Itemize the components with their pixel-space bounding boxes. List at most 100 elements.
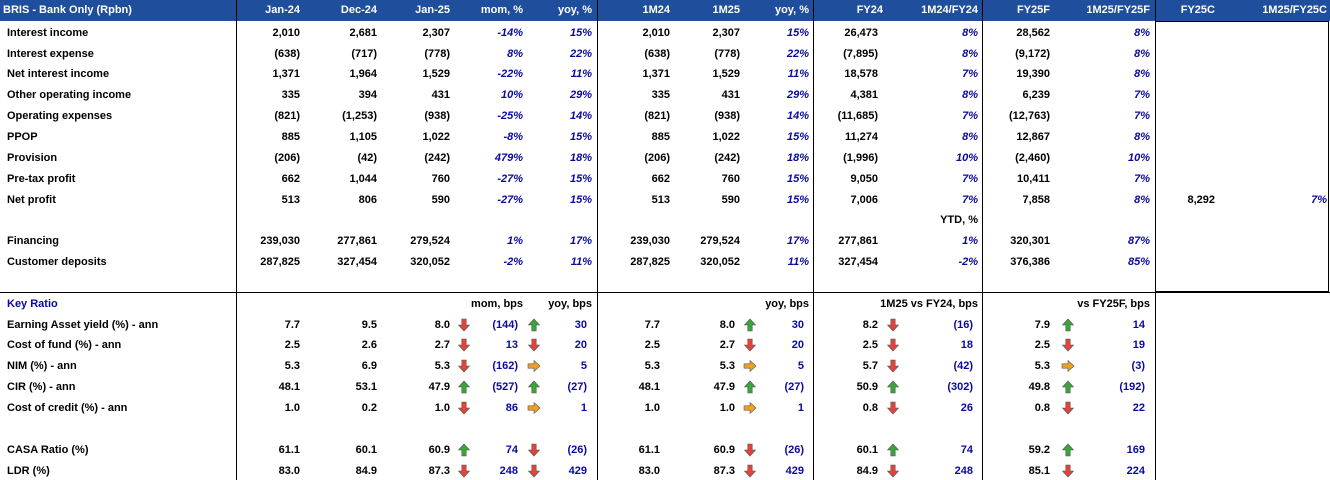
table-cell: 14 xyxy=(1132,319,1145,331)
table-cell: 1.0 xyxy=(434,402,450,414)
table-cell: 18 xyxy=(960,339,973,351)
table-cell: 6,239 xyxy=(1022,89,1050,101)
table-cell: 1 xyxy=(797,402,804,414)
table-cell: 5 xyxy=(797,360,804,372)
table-cell: 18,578 xyxy=(844,68,878,80)
table-cell: 30 xyxy=(574,319,587,331)
table-cell: 15% xyxy=(786,194,809,206)
table-cell: 48.1 xyxy=(638,381,660,393)
table-cell: 806 xyxy=(358,194,377,206)
arrow-up-icon xyxy=(527,318,541,332)
table-cell: 7% xyxy=(962,173,978,185)
table-cell: 0.8 xyxy=(862,402,878,414)
row-label: CASA Ratio (%) xyxy=(7,444,89,456)
arrow-down-icon xyxy=(457,464,471,478)
table-cell: (11,685) xyxy=(837,110,878,122)
table-cell: 26,473 xyxy=(844,27,878,39)
table-cell: 28,562 xyxy=(1016,27,1050,39)
table-cell: 7,006 xyxy=(850,194,878,206)
table-cell: 8,292 xyxy=(1187,194,1215,206)
table-cell: 2.5 xyxy=(1034,339,1050,351)
row-label: Financing xyxy=(7,235,59,247)
table-cell: 49.8 xyxy=(1028,381,1050,393)
arrow-down-icon xyxy=(1061,464,1075,478)
column-header: 1M25 xyxy=(712,4,740,16)
table-cell: 17% xyxy=(786,235,809,247)
table-cell: -2% xyxy=(503,256,523,268)
table-cell: 22 xyxy=(1132,402,1145,414)
table-cell: 513 xyxy=(281,194,300,206)
row-label: Interest income xyxy=(7,27,89,39)
table-cell: (938) xyxy=(424,110,450,122)
table-cell: 5 xyxy=(580,360,587,372)
table-cell: 224 xyxy=(1126,465,1145,477)
table-cell: 1% xyxy=(962,235,978,247)
table-cell: 277,861 xyxy=(337,235,377,247)
column-header: yoy, bps xyxy=(548,298,592,310)
column-header: yoy, % xyxy=(557,4,592,16)
table-cell: 2,010 xyxy=(272,27,300,39)
table-cell: 12,867 xyxy=(1016,131,1050,143)
arrow-up-icon xyxy=(527,380,541,394)
table-cell: 8.2 xyxy=(862,319,878,331)
row-label: Other operating income xyxy=(7,89,132,101)
arrow-down-icon xyxy=(527,464,541,478)
table-cell: (821) xyxy=(644,110,670,122)
table-cell: 11% xyxy=(570,256,592,268)
table-cell: 590 xyxy=(721,194,740,206)
row-label: Net interest income xyxy=(7,68,110,80)
table-cell: 376,386 xyxy=(1010,256,1050,268)
table-cell: -8% xyxy=(503,131,523,143)
arrow-up-icon xyxy=(743,318,757,332)
table-cell: 29% xyxy=(786,89,809,101)
table-cell: (638) xyxy=(274,48,300,60)
table-cell: 18% xyxy=(786,152,809,164)
column-header: mom, % xyxy=(480,4,523,16)
arrow-down-icon xyxy=(457,401,471,415)
table-cell: (192) xyxy=(1119,381,1145,393)
table-cell: 2,681 xyxy=(349,27,377,39)
column-header: yoy, % xyxy=(774,4,809,16)
row-label: NIM (%) - ann xyxy=(7,360,77,372)
table-cell: 84.9 xyxy=(856,465,878,477)
table-cell: 74 xyxy=(505,444,518,456)
table-cell: -27% xyxy=(497,194,523,206)
table-cell: 15% xyxy=(569,173,592,185)
table-cell: 2,307 xyxy=(422,27,450,39)
table-cell: 10,411 xyxy=(1016,173,1050,185)
table-cell: 320,052 xyxy=(410,256,450,268)
column-header: 1M24 xyxy=(642,4,670,16)
table-cell: 8% xyxy=(1134,48,1150,60)
table-cell: 1,529 xyxy=(422,68,450,80)
table-cell: 760 xyxy=(431,173,450,185)
table-cell: 1,022 xyxy=(712,131,740,143)
table-cell: 15% xyxy=(569,27,592,39)
table-cell: 1,529 xyxy=(712,68,740,80)
table-cell: 61.1 xyxy=(278,444,300,456)
column-divider xyxy=(236,0,237,480)
arrow-down-icon xyxy=(457,318,471,332)
table-cell: 662 xyxy=(281,173,300,185)
row-label: Cost of credit (%) - ann xyxy=(7,402,128,414)
table-cell: 287,825 xyxy=(630,256,670,268)
table-cell: 431 xyxy=(721,89,740,101)
column-header: vs FY25F, bps xyxy=(1077,298,1150,310)
table-cell: 5.3 xyxy=(1034,360,1050,372)
table-cell: 7% xyxy=(962,68,978,80)
table-cell: 8% xyxy=(962,131,978,143)
column-header: 1M25 vs FY24, bps xyxy=(880,298,978,310)
table-cell: 248 xyxy=(499,465,518,477)
table-cell: 22% xyxy=(569,48,592,60)
table-cell: 1,105 xyxy=(349,131,377,143)
table-cell: 8% xyxy=(1134,131,1150,143)
table-cell: 61.1 xyxy=(638,444,660,456)
arrow-down-icon xyxy=(457,359,471,373)
table-cell: 13 xyxy=(505,339,518,351)
table-cell: (938) xyxy=(714,110,740,122)
table-cell: 5.3 xyxy=(644,360,660,372)
table-cell: 7% xyxy=(1134,89,1150,101)
table-cell: (778) xyxy=(714,48,740,60)
table-cell: 20 xyxy=(791,339,804,351)
table-cell: 335 xyxy=(281,89,300,101)
table-cell: 60.9 xyxy=(713,444,735,456)
